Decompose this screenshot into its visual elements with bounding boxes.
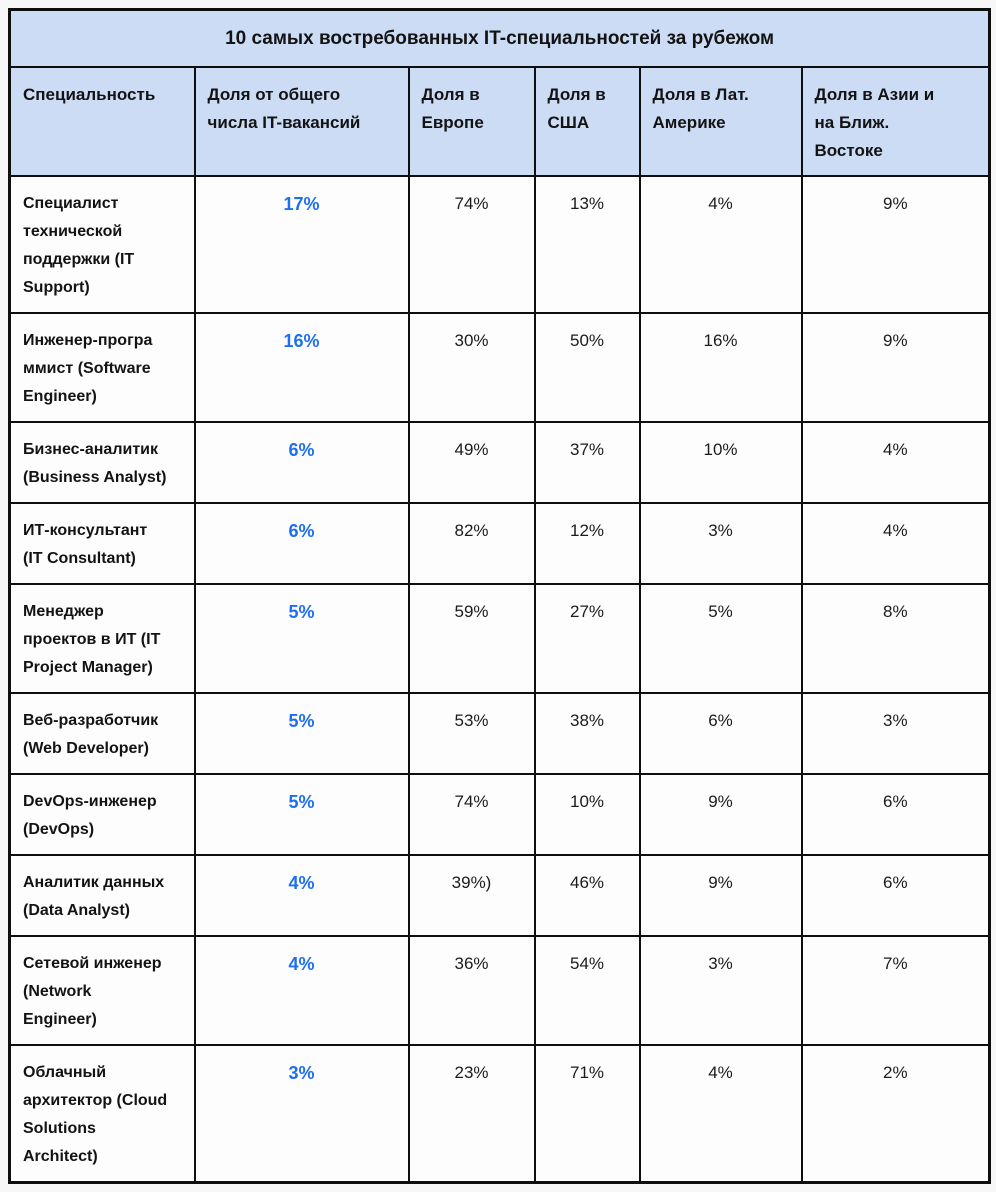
latin-america-share-cell: 16%	[638, 312, 803, 423]
specialty-cell: Сетевой инженер (Network Engineer)	[8, 935, 196, 1046]
europe-share-cell: 30%	[407, 312, 536, 423]
usa-share-cell: 10%	[533, 773, 641, 856]
title-row: 10 самых востребованных IT-специальносте…	[8, 8, 991, 68]
asia-middle-east-share-cell: 6%	[800, 773, 991, 856]
specialty-cell: ИТ-консультант (IT Consultant)	[8, 502, 196, 585]
column-header-europe: Доля в Европе	[407, 66, 536, 177]
latin-america-share-cell: 9%	[638, 773, 803, 856]
table-row: Менеджер проектов в ИТ (IT Project Manag…	[8, 583, 991, 694]
specialty-cell: Специалист технической поддержки (IT Sup…	[8, 175, 196, 314]
latin-america-share-cell: 3%	[638, 502, 803, 585]
latin-america-share-cell: 5%	[638, 583, 803, 694]
table-title: 10 самых востребованных IT-специальносте…	[8, 8, 991, 68]
column-header-usa: Доля в США	[533, 66, 641, 177]
latin-america-share-cell: 10%	[638, 421, 803, 504]
usa-share-cell: 38%	[533, 692, 641, 775]
europe-share-cell: 36%	[407, 935, 536, 1046]
usa-share-cell: 12%	[533, 502, 641, 585]
share-total-cell: 5%	[193, 583, 410, 694]
table-row: Веб-разработчик (Web Developer) 5% 53% 38% 6…	[8, 692, 991, 775]
specialty-cell: Инженер-програ ммист (Software Engineer)	[8, 312, 196, 423]
table-row: Аналитик данных (Data Analyst) 4% 39%) 46% 9…	[8, 854, 991, 937]
table-row: Инженер-програ ммист (Software Engineer)…	[8, 312, 991, 423]
usa-share-cell: 37%	[533, 421, 641, 504]
specialty-cell: DevOps-инженер (DevOps)	[8, 773, 196, 856]
asia-middle-east-share-cell: 4%	[800, 502, 991, 585]
usa-share-cell: 46%	[533, 854, 641, 937]
asia-middle-east-share-cell: 9%	[800, 175, 991, 314]
share-total-cell: 6%	[193, 421, 410, 504]
column-header-row: Специальность Доля от общего числа IT-ва…	[8, 66, 991, 177]
europe-share-cell: 74%	[407, 175, 536, 314]
table-row: Сетевой инженер (Network Engineer) 4% 36% 5…	[8, 935, 991, 1046]
usa-share-cell: 71%	[533, 1044, 641, 1184]
share-total-cell: 6%	[193, 502, 410, 585]
specialty-cell: Бизнес-аналитик (Business Analyst)	[8, 421, 196, 504]
asia-middle-east-share-cell: 2%	[800, 1044, 991, 1184]
latin-america-share-cell: 3%	[638, 935, 803, 1046]
table-body: Специалист технической поддержки (IT Sup…	[8, 175, 991, 1184]
latin-america-share-cell: 6%	[638, 692, 803, 775]
share-total-cell: 5%	[193, 692, 410, 775]
column-header-share-total: Доля от общего числа IT-вакансий	[193, 66, 410, 177]
latin-america-share-cell: 4%	[638, 1044, 803, 1184]
share-total-cell: 3%	[193, 1044, 410, 1184]
usa-share-cell: 54%	[533, 935, 641, 1046]
europe-share-cell: 49%	[407, 421, 536, 504]
asia-middle-east-share-cell: 4%	[800, 421, 991, 504]
table-row: DevOps-инженер (DevOps) 5% 74% 10% 9% 6%	[8, 773, 991, 856]
share-total-cell: 4%	[193, 854, 410, 937]
asia-middle-east-share-cell: 7%	[800, 935, 991, 1046]
asia-middle-east-share-cell: 3%	[800, 692, 991, 775]
europe-share-cell: 23%	[407, 1044, 536, 1184]
usa-share-cell: 27%	[533, 583, 641, 694]
column-header-asia-middle-east: Доля в Азии и на Ближ. Востоке	[800, 66, 991, 177]
specialty-cell: Веб-разработчик (Web Developer)	[8, 692, 196, 775]
asia-middle-east-share-cell: 9%	[800, 312, 991, 423]
europe-share-cell: 53%	[407, 692, 536, 775]
table-row: Бизнес-аналитик (Business Analyst) 6% 49% 3…	[8, 421, 991, 504]
specialty-cell: Аналитик данных (Data Analyst)	[8, 854, 196, 937]
specialty-cell: Облачный архитектор (Cloud Solutions Arc…	[8, 1044, 196, 1184]
share-total-cell: 5%	[193, 773, 410, 856]
table-row: Специалист технической поддержки (IT Sup…	[8, 175, 991, 314]
europe-share-cell: 59%	[407, 583, 536, 694]
share-total-cell: 16%	[193, 312, 410, 423]
europe-share-cell: 82%	[407, 502, 536, 585]
table-row: Облачный архитектор (Cloud Solutions Arc…	[8, 1044, 991, 1184]
table-row: ИТ-консультант (IT Consultant) 6% 82% 12% 3%…	[8, 502, 991, 585]
column-header-latin-america: Доля в Лат. Америке	[638, 66, 803, 177]
asia-middle-east-share-cell: 6%	[800, 854, 991, 937]
share-total-cell: 17%	[193, 175, 410, 314]
usa-share-cell: 50%	[533, 312, 641, 423]
share-total-cell: 4%	[193, 935, 410, 1046]
latin-america-share-cell: 9%	[638, 854, 803, 937]
europe-share-cell: 39%)	[407, 854, 536, 937]
europe-share-cell: 74%	[407, 773, 536, 856]
usa-share-cell: 13%	[533, 175, 641, 314]
specialty-cell: Менеджер проектов в ИТ (IT Project Manag…	[8, 583, 196, 694]
it-specialties-table: 10 самых востребованных IT-специальносте…	[8, 8, 992, 1184]
latin-america-share-cell: 4%	[638, 175, 803, 314]
asia-middle-east-share-cell: 8%	[800, 583, 991, 694]
column-header-specialty: Специальность	[8, 66, 196, 177]
